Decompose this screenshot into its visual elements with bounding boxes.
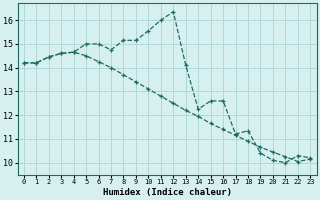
X-axis label: Humidex (Indice chaleur): Humidex (Indice chaleur) (103, 188, 232, 197)
